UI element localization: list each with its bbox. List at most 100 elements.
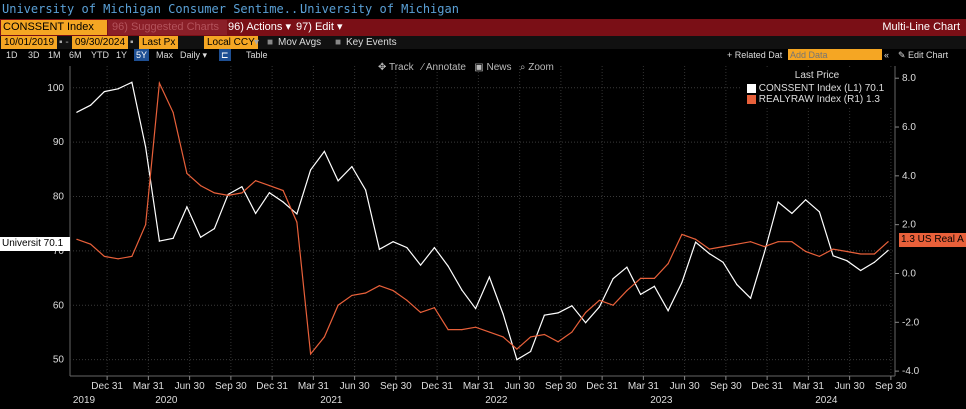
range-6m[interactable]: 6M xyxy=(69,50,82,60)
data-point xyxy=(103,90,105,93)
data-point xyxy=(131,255,133,257)
data-point xyxy=(832,255,834,257)
series-line-consent xyxy=(76,81,889,361)
legend-value-consent: 70.1 xyxy=(864,83,885,94)
key-events-checkbox[interactable]: ■ xyxy=(335,37,342,48)
right-tick-label: 8.0 xyxy=(902,73,916,84)
zoom-button[interactable]: ⌕ Zoom xyxy=(519,62,554,73)
period-select[interactable]: Daily ▾ xyxy=(180,50,208,60)
data-point xyxy=(488,276,490,278)
data-point xyxy=(763,246,765,248)
edit-menu-button[interactable]: 97) Edit ▾ xyxy=(296,21,343,33)
collapse-icon[interactable]: « xyxy=(884,50,890,60)
chart-area[interactable]: 50 60 70 80 90 100 -4.0 -2.0 0.0 2.0 4.0 6.0 8.0 Dec … xyxy=(0,62,966,406)
news-label: News xyxy=(486,62,512,73)
actions-menu-button[interactable]: 96) Actions ▾ xyxy=(228,21,291,33)
data-point xyxy=(186,172,188,175)
data-point xyxy=(145,224,147,226)
data-point xyxy=(818,255,820,257)
security-long-name: University of Michigan Consumer Sentime.… xyxy=(2,2,306,16)
left-tick-label: 100 xyxy=(47,83,64,94)
start-date-field[interactable]: 10/01/2019 xyxy=(1,36,58,49)
security-input[interactable]: CONSSENT Index xyxy=(1,20,107,35)
data-point xyxy=(406,247,408,249)
edit-chart-button[interactable]: ✎ Edit Chart xyxy=(898,50,949,60)
data-point xyxy=(131,81,133,83)
data-point xyxy=(103,255,105,257)
data-point xyxy=(433,247,435,249)
range-max[interactable]: Max xyxy=(156,50,174,60)
range-1d[interactable]: 1D xyxy=(6,50,18,60)
settings-bar: 10/01/2019 ▪ - 09/30/2024 ▪ Last Px Loca… xyxy=(0,36,966,49)
data-point xyxy=(640,293,642,296)
data-point xyxy=(241,186,243,188)
data-point xyxy=(846,250,848,253)
year-label: 2021 xyxy=(320,395,343,406)
data-point xyxy=(791,241,793,243)
data-point xyxy=(530,336,532,338)
news-button[interactable]: ▣ News xyxy=(474,62,512,73)
table-button[interactable]: Table xyxy=(246,50,268,60)
data-point xyxy=(158,240,160,242)
range-5y[interactable]: 5Y xyxy=(134,49,150,61)
range-3d[interactable]: 3D xyxy=(28,50,40,60)
data-point xyxy=(818,211,820,213)
right-tick-label: 2.0 xyxy=(902,220,916,231)
data-point xyxy=(502,313,504,315)
data-point xyxy=(172,237,174,240)
mov-avgs-label: Mov Avgs xyxy=(278,37,322,48)
range-1m[interactable]: 1M xyxy=(48,50,61,60)
data-point xyxy=(571,331,573,333)
data-point xyxy=(447,329,449,331)
data-point xyxy=(708,253,710,255)
left-tick-label: 80 xyxy=(53,192,65,203)
calendar-icon[interactable]: ▪ xyxy=(130,37,134,48)
data-point xyxy=(392,241,394,243)
x-tick-label: Sep 30 xyxy=(710,381,742,392)
legend: Last Price CONSSENT Index (L1) 70.1 REAL… xyxy=(741,68,893,108)
data-point xyxy=(172,111,174,113)
data-point xyxy=(736,243,738,245)
x-tick-label: Dec 31 xyxy=(421,381,453,392)
annotate-label: Annotate xyxy=(425,62,466,73)
data-point xyxy=(612,278,614,280)
legend-swatch-white xyxy=(747,83,756,93)
key-events-label: Key Events xyxy=(346,37,397,48)
right-tick-label: 4.0 xyxy=(902,171,916,182)
data-point xyxy=(296,221,298,223)
range-ytd[interactable]: YTD xyxy=(91,50,109,60)
end-date-field[interactable]: 09/30/2024 xyxy=(72,36,129,49)
data-point xyxy=(667,310,669,312)
related-data-button[interactable]: + Related Dat xyxy=(727,50,783,60)
data-point xyxy=(337,304,339,306)
data-point xyxy=(585,322,587,324)
chevron-down-icon[interactable]: ▾ xyxy=(254,37,260,48)
mov-avgs-checkbox[interactable]: ■ xyxy=(267,37,274,48)
last-value-left-label: Universit 70.1 xyxy=(0,237,70,251)
data-point xyxy=(186,206,188,208)
field-select[interactable]: Last Px xyxy=(139,36,179,49)
year-label: 2022 xyxy=(485,395,508,406)
range-1y[interactable]: 1Y xyxy=(116,50,128,60)
data-point xyxy=(461,289,463,291)
data-point xyxy=(145,146,147,148)
currency-select[interactable]: Local CCY xyxy=(204,36,258,49)
add-data-input[interactable] xyxy=(788,49,882,60)
x-tick-label: Jun 30 xyxy=(340,381,370,392)
suggested-charts-button[interactable]: 96) Suggested Charts xyxy=(108,20,227,35)
track-button[interactable]: ✥ Track xyxy=(378,62,414,73)
chart-svg[interactable]: 50 60 70 80 90 100 -4.0 -2.0 0.0 2.0 4.0 6.0 8.0 Dec … xyxy=(0,62,966,409)
chart-view-icon[interactable]: ⊏ xyxy=(219,49,231,61)
data-point xyxy=(543,314,545,316)
left-tick-label: 50 xyxy=(53,355,65,366)
annotate-button[interactable]: ⁄ Annotate xyxy=(421,62,466,73)
data-point xyxy=(323,336,325,338)
data-point xyxy=(722,246,724,248)
data-point xyxy=(708,248,710,250)
last-value-right-label: 1.3 US Real A xyxy=(899,233,966,247)
data-point xyxy=(598,299,600,301)
data-point xyxy=(475,326,477,328)
data-point xyxy=(805,199,807,201)
data-point xyxy=(268,192,270,194)
data-point xyxy=(255,212,257,214)
